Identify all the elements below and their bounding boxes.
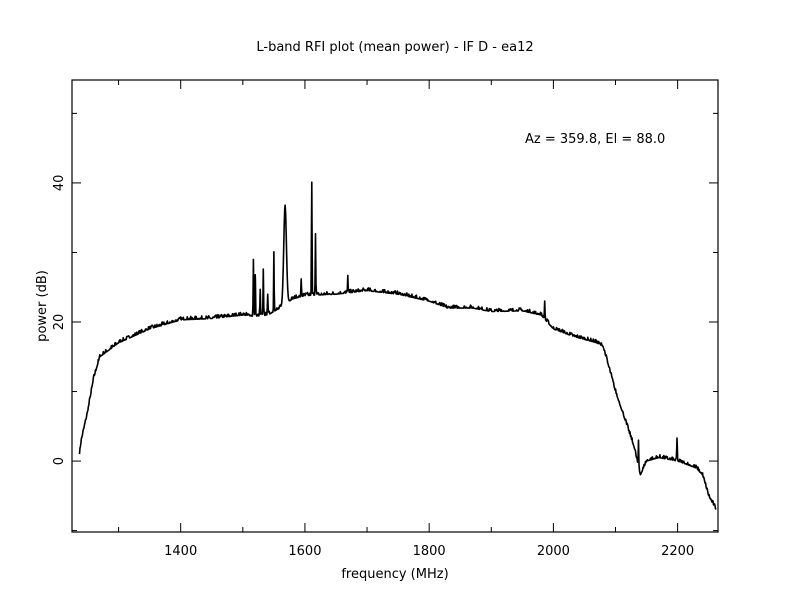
y-tick-label: 0 xyxy=(52,457,67,465)
x-tick-label: 2200 xyxy=(661,544,694,559)
plot-frame xyxy=(71,79,719,533)
y-axis-label: power (dB) xyxy=(35,270,50,342)
x-tick-label: 1800 xyxy=(413,544,446,559)
chart-title: L-band RFI plot (mean power) - IF D - ea… xyxy=(256,40,533,55)
x-axis-label: frequency (MHz) xyxy=(341,567,448,582)
az-el-annotation: Az = 359.8, El = 88.0 xyxy=(525,132,665,147)
x-tick-label: 2000 xyxy=(537,544,570,559)
x-tick-label: 1400 xyxy=(164,544,197,559)
y-tick-label: 20 xyxy=(52,314,67,331)
x-tick-label: 1600 xyxy=(288,544,321,559)
y-tick-label: 40 xyxy=(52,175,67,192)
series-line xyxy=(78,181,717,510)
